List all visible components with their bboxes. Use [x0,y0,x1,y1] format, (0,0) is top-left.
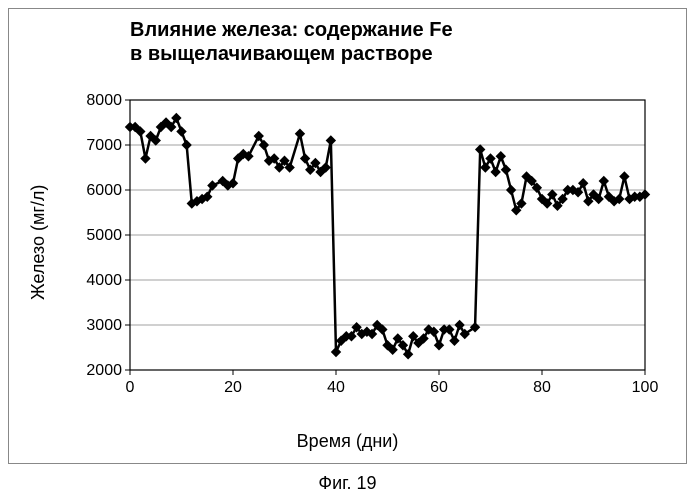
svg-text:60: 60 [430,379,448,396]
svg-text:40: 40 [327,379,345,396]
chart-title: Влияние железа: содержание Fe в выщелачи… [130,18,635,66]
y-axis-label: Железо (мг/л) [28,185,49,300]
figure-caption: Фиг. 19 [0,473,695,494]
svg-text:100: 100 [632,379,659,396]
svg-text:6000: 6000 [86,182,122,199]
svg-text:2000: 2000 [86,362,122,379]
svg-text:20: 20 [224,379,242,396]
x-axis-label: Время (дни) [0,431,695,452]
svg-text:0: 0 [126,379,135,396]
svg-text:4000: 4000 [86,272,122,289]
chart-svg: 0 20 40 60 80 100 2000 3000 4000 5000 6000 7000 8000 [70,90,660,420]
svg-text:3000: 3000 [86,317,122,334]
svg-text:7000: 7000 [86,137,122,154]
svg-text:5000: 5000 [86,227,122,244]
svg-text:80: 80 [533,379,551,396]
figure-frame: Влияние железа: содержание Fe в выщелачи… [0,0,695,500]
svg-text:8000: 8000 [86,92,122,109]
